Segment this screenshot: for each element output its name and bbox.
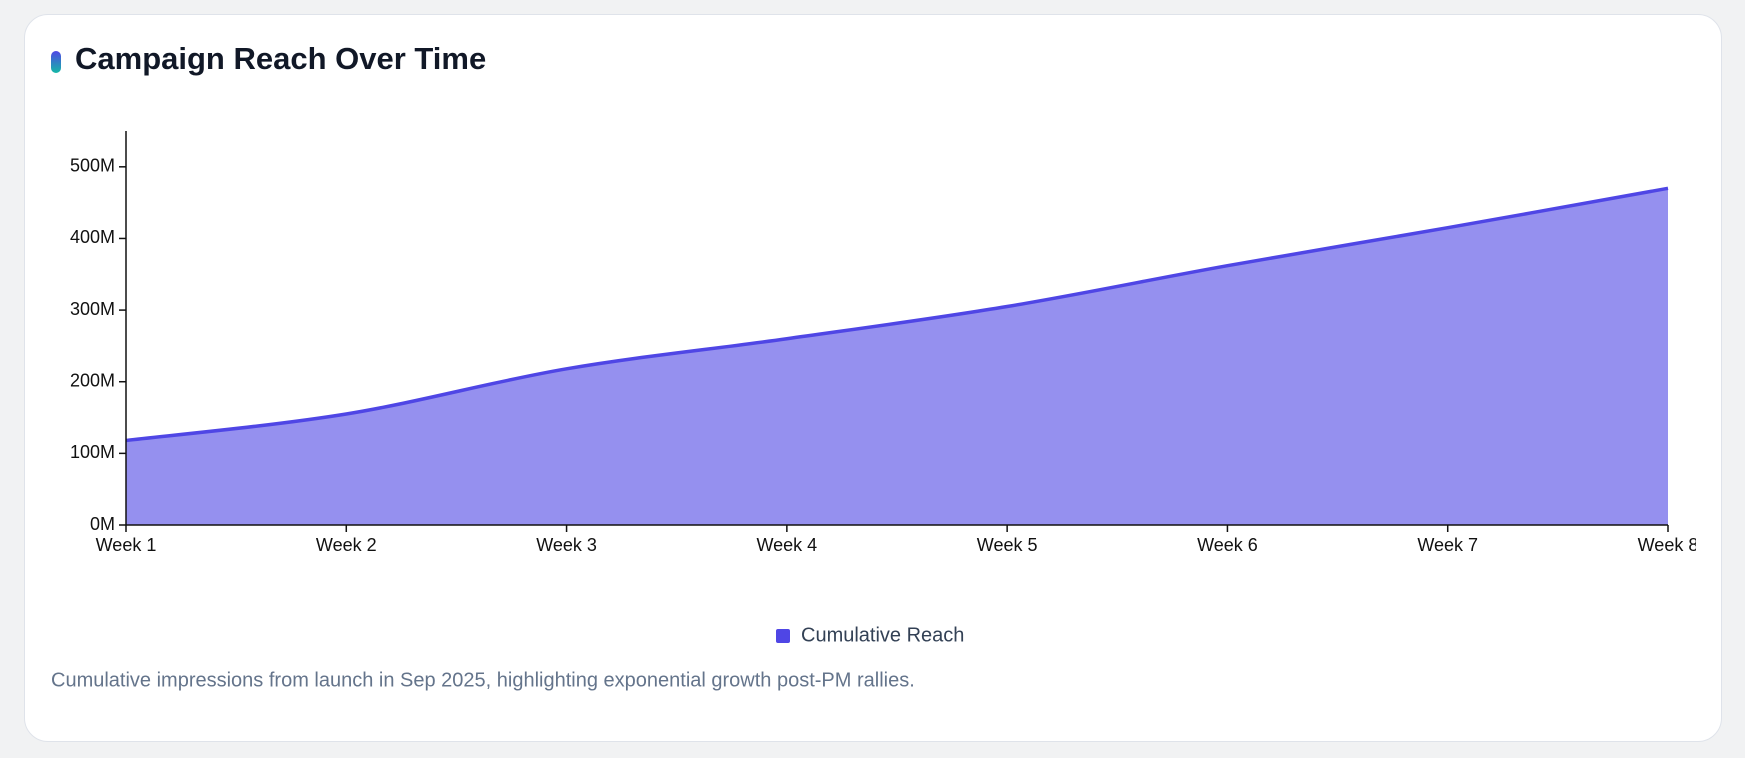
x-tick-label: Week 1 <box>96 535 157 555</box>
x-tick-label: Week 5 <box>977 535 1038 555</box>
y-tick-label: 0M <box>90 514 115 534</box>
area <box>126 188 1668 526</box>
x-tick-label: Week 7 <box>1417 535 1478 555</box>
y-tick-label: 200M <box>70 370 115 390</box>
legend-swatch <box>776 629 790 643</box>
title-icon <box>51 51 61 73</box>
x-tick-label: Week 2 <box>316 535 377 555</box>
legend-label: Cumulative Reach <box>801 624 964 646</box>
x-tick-label: Week 3 <box>536 535 597 555</box>
y-tick-label: 100M <box>70 442 115 462</box>
x-tick-label: Week 6 <box>1197 535 1258 555</box>
y-tick-label: 500M <box>70 156 115 176</box>
caption: Cumulative impressions from launch in Se… <box>51 669 915 691</box>
x-tick-label: Week 4 <box>757 535 818 555</box>
y-tick-label: 400M <box>70 227 115 247</box>
y-tick-label: 300M <box>70 299 115 319</box>
plot: 0M 100M 200M 300M 400M 500M Week 1 Week 2 Week 3… <box>70 131 1699 555</box>
chart-title: Campaign Reach Over Time <box>75 41 486 76</box>
line <box>125 186 1669 443</box>
x-tick-label: Week 8 <box>1638 535 1699 555</box>
